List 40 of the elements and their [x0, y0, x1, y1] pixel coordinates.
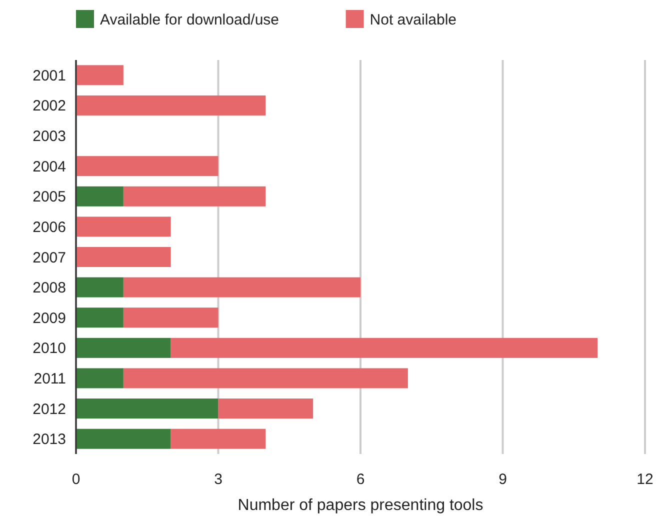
y-tick-label: 2006 — [32, 218, 66, 236]
bar — [76, 247, 171, 267]
bar — [76, 65, 124, 86]
bar — [76, 156, 218, 176]
legend-label: Available for download/use — [100, 11, 280, 28]
bar — [170, 338, 598, 358]
bar — [170, 428, 266, 449]
bar — [218, 398, 314, 419]
bar — [76, 428, 171, 449]
bar — [76, 368, 124, 388]
bar — [76, 95, 266, 116]
y-tick-label: 2007 — [32, 249, 66, 266]
bar — [76, 216, 171, 237]
y-tick-label: 2010 — [32, 340, 66, 358]
y-tick-label: 2008 — [32, 280, 66, 297]
y-tick-label: 2009 — [32, 310, 66, 327]
y-tick-label: 2003 — [32, 128, 66, 146]
bar — [76, 308, 124, 328]
bar — [123, 368, 408, 388]
bar — [123, 308, 218, 328]
x-tick-label: 0 — [72, 471, 80, 488]
legend-label: Not available — [370, 11, 457, 28]
bar — [76, 338, 171, 358]
bar — [76, 277, 124, 298]
y-tick-label: 2002 — [32, 98, 66, 115]
x-tick-label: 3 — [214, 471, 222, 488]
y-tick-label: 2011 — [34, 370, 66, 388]
x-axis-title: Number of papers presenting tools — [238, 497, 484, 514]
x-tick-label: 9 — [498, 471, 507, 488]
y-tick-label: 2004 — [32, 158, 66, 176]
x-tick-label: 12 — [636, 471, 654, 488]
y-tick-label: 2001 — [32, 67, 66, 84]
x-tick-label: 6 — [356, 471, 365, 488]
bar — [123, 277, 360, 298]
bar — [123, 186, 266, 206]
y-tick-label: 2013 — [32, 431, 66, 448]
y-tick-label: 2012 — [32, 400, 66, 418]
y-tick-label: 2005 — [32, 188, 66, 206]
bar — [76, 398, 218, 419]
bar — [76, 186, 124, 206]
